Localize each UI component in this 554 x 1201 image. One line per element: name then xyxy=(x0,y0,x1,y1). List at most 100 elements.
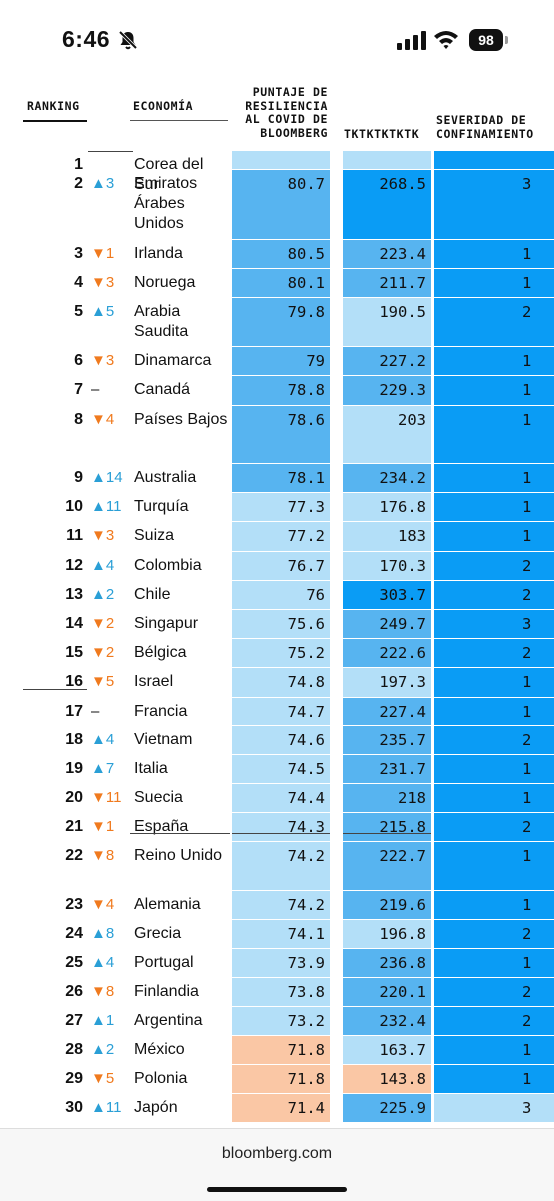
country-name: Países Bajos xyxy=(134,411,228,428)
table-row[interactable]: 71.8 143.8 1 29 ▼5 Polonia xyxy=(0,1065,554,1094)
table-row[interactable]: 73.9 236.8 1 25 ▲4 Portugal xyxy=(0,949,554,978)
tk-value: 223.4 xyxy=(379,245,426,263)
table-row[interactable]: 79 227.2 1 6 ▼3 Dinamarca xyxy=(0,347,554,376)
tk-value: 225.9 xyxy=(379,1099,426,1117)
rank-change: ▼1 xyxy=(91,245,115,262)
country-name: Francia xyxy=(134,703,188,720)
sev-value: 2 xyxy=(522,731,532,749)
sev-cell: 1 xyxy=(434,464,554,492)
table-row[interactable]: 73.8 220.1 2 26 ▼8 Finlandia xyxy=(0,978,554,1007)
table-row[interactable]: 74.5 231.7 1 19 ▲7 Italia xyxy=(0,755,554,784)
table-row[interactable]: 74.1 196.8 2 24 ▲8 Grecia xyxy=(0,920,554,949)
country-name: Irlanda xyxy=(134,245,183,262)
country-name: México xyxy=(134,1041,185,1058)
table-row[interactable]: 78.8 229.3 1 7– Canadá xyxy=(0,376,554,406)
score-value: 73.2 xyxy=(287,1012,325,1030)
tk-cell: 220.1 xyxy=(343,978,431,1006)
tk-value: 196.8 xyxy=(379,925,426,943)
rank-change: ▲4 xyxy=(91,954,115,971)
table-row[interactable]: 80.5 223.4 1 3 ▼1 Irlanda xyxy=(0,240,554,269)
tk-cell: 218 xyxy=(343,784,431,812)
rank-number: 18 xyxy=(65,731,83,748)
tk-value: 303.7 xyxy=(379,586,426,604)
table-row[interactable]: 74.3 215.8 2 21 ▼1 España xyxy=(0,813,554,842)
status-time: 6:46 xyxy=(62,26,111,52)
sev-cell: 1 xyxy=(434,240,554,268)
sev-value: 2 xyxy=(522,644,532,662)
table-row[interactable]: 78.6 203 1 8 ▼4 Países Bajos xyxy=(0,406,554,464)
table-row[interactable]: 71.4 225.9 3 30 ▲11 Japón xyxy=(0,1094,554,1123)
table-row[interactable]: 80.1 211.7 1 4 ▼3 Noruega xyxy=(0,269,554,298)
table-row[interactable]: 74.7 227.4 1 17– Francia xyxy=(0,698,554,726)
rank-number: 9 xyxy=(74,469,83,486)
table-row[interactable]: 77.3 176.8 1 10 ▲11 Turquía xyxy=(0,493,554,522)
tk-value: 229.3 xyxy=(379,381,426,399)
rank-change: – xyxy=(91,381,100,398)
tk-cell: 223.4 xyxy=(343,240,431,268)
sev-cell: 2 xyxy=(434,1007,554,1035)
table-row[interactable]: 75.6 249.7 3 14 ▼2 Singapur xyxy=(0,610,554,639)
country-name: Singapur xyxy=(134,615,199,632)
score-cell: 78.1 xyxy=(232,464,330,492)
sev-value: 1 xyxy=(522,1070,532,1088)
bell-slash-icon xyxy=(118,30,138,50)
rank-number: 2 xyxy=(74,175,83,192)
table-row[interactable]: 74.6 235.7 2 18 ▲4 Vietnam xyxy=(0,726,554,755)
score-cell: 73.8 xyxy=(232,978,330,1006)
rank-number: 15 xyxy=(65,644,83,661)
tk-cell: 232.4 xyxy=(343,1007,431,1035)
sev-value: 1 xyxy=(522,789,532,807)
sev-value: 1 xyxy=(522,498,532,516)
country-name: Israel xyxy=(134,673,174,690)
score-cell: 74.4 xyxy=(232,784,330,812)
table-row[interactable]: 77.2 183 1 11 ▼3 Suiza xyxy=(0,522,554,552)
table-row[interactable]: 79.8 190.5 2 5 ▲5 Arabia Saudita xyxy=(0,298,554,347)
score-cell: 71.8 xyxy=(232,1036,330,1064)
score-cell: 76 xyxy=(232,581,330,609)
table-row[interactable]: 78.1 234.2 1 9 ▲14 Australia xyxy=(0,464,554,493)
score-cell: 80.5 xyxy=(232,240,330,268)
table-row[interactable]: 71.8 163.7 1 28 ▲2 México xyxy=(0,1036,554,1065)
sev-value: 3 xyxy=(522,1099,532,1117)
tk-value: 220.1 xyxy=(379,983,426,1001)
tk-cell: 176.8 xyxy=(343,493,431,521)
score-cell: 79.8 xyxy=(232,298,330,346)
header-score-line: AL COVID DE xyxy=(245,112,328,126)
rank-number: 16 xyxy=(65,673,83,690)
rank-change: ▼5 xyxy=(91,1070,115,1087)
battery-indicator: 98 xyxy=(469,29,509,51)
rank-change: ▼1 xyxy=(91,818,115,835)
score-value: 76.7 xyxy=(287,557,325,575)
score-value: 80.5 xyxy=(287,245,325,263)
score-cell: 74.5 xyxy=(232,755,330,783)
tk-cell: 249.7 xyxy=(343,610,431,638)
table-row[interactable]: 73.2 232.4 2 27 ▲1 Argentina xyxy=(0,1007,554,1036)
tk-cell: 215.8 xyxy=(343,813,431,841)
table-row[interactable]: 76 303.7 2 13 ▲2 Chile xyxy=(0,581,554,610)
rank-number: 17 xyxy=(65,703,83,720)
tk-cell: 222.7 xyxy=(343,842,431,890)
rank-number: 27 xyxy=(65,1012,83,1029)
url-label[interactable]: bloomberg.com xyxy=(221,1145,333,1162)
sev-value: 1 xyxy=(522,954,532,972)
table-row[interactable]: 74.8 197.3 1 16 ▼5 Israel xyxy=(0,668,554,698)
table-row[interactable]: 1 Corea del Sur xyxy=(0,151,554,193)
rank-number: 12 xyxy=(65,557,83,574)
rank-change: ▲8 xyxy=(91,925,115,942)
table-row[interactable]: 74.2 222.7 1 22 ▼8 Reino Unido xyxy=(0,842,554,891)
tk-value: 218 xyxy=(398,789,426,807)
table-row[interactable]: 75.2 222.6 2 15 ▼2 Bélgica xyxy=(0,639,554,668)
score-value: 79.8 xyxy=(287,303,325,321)
table-row[interactable]: 74.4 218 1 20 ▼11 Suecia xyxy=(0,784,554,813)
header-score-line: BLOOMBERG xyxy=(260,125,328,140)
tk-cell: 211.7 xyxy=(343,269,431,297)
sev-value: 1 xyxy=(522,411,532,429)
home-indicator[interactable] xyxy=(207,1187,347,1192)
tk-value: 211.7 xyxy=(379,274,426,292)
table-row[interactable]: 80.7 268.5 3 2 ▲3 Emiratos Árabes Unidos xyxy=(0,170,554,240)
table-row[interactable]: 76.7 170.3 2 12 ▲4 Colombia xyxy=(0,552,554,581)
sev-value: 3 xyxy=(522,175,532,193)
resilience-table[interactable]: RANKING ECONOMÍA PUNTAJE DE RESILIENCIA … xyxy=(0,80,554,1128)
table-row[interactable]: 74.2 219.6 1 23 ▼4 Alemania xyxy=(0,891,554,920)
score-value: 76 xyxy=(306,586,325,604)
